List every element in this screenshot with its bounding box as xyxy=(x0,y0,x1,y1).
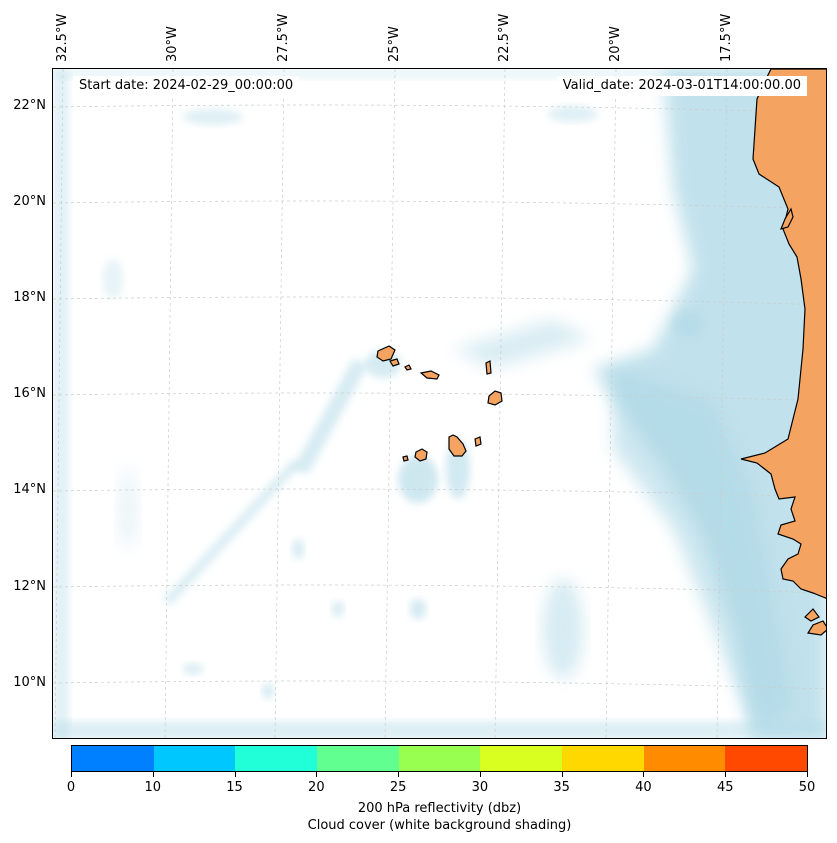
colorbar-segment xyxy=(72,746,154,771)
longitude-label: 17.5°W xyxy=(719,13,734,62)
colorbar-tick-label: 50 xyxy=(798,780,816,795)
graticule xyxy=(53,69,826,738)
colorbar-tick-label: 10 xyxy=(144,780,162,795)
latitude-label: 18°N xyxy=(13,290,46,305)
latitude-label: 16°N xyxy=(13,386,46,401)
colorbar-tick xyxy=(398,772,400,777)
colorbar-segment xyxy=(235,746,318,771)
colorbar-tick-label: 25 xyxy=(389,780,407,795)
longitude-label: 20°W xyxy=(608,26,623,62)
start-date-label: Start date: 2024-02-29_00:00:00 xyxy=(73,76,300,96)
latitude-label: 10°N xyxy=(13,675,46,690)
longitude-label: 22.5°W xyxy=(497,13,512,62)
colorbar-tick xyxy=(807,772,808,777)
colorbar-tick xyxy=(479,772,481,777)
latitude-label: 20°N xyxy=(13,194,46,209)
colorbar-tick xyxy=(152,772,154,777)
land-africa xyxy=(740,69,826,636)
colorbar-segment xyxy=(153,746,236,771)
latitude-label: 22°N xyxy=(13,98,46,113)
cloud-cover-shading xyxy=(53,69,826,738)
colorbar-segment xyxy=(725,746,808,771)
colorbar-tick-label: 30 xyxy=(471,780,489,795)
colorbar-segment xyxy=(398,746,481,771)
colorbar-segment xyxy=(643,746,726,771)
colorbar-tick xyxy=(643,772,645,777)
colorbar-tick xyxy=(561,772,563,777)
colorbar-label: 200 hPa reflectivity (dbz) xyxy=(357,801,522,816)
colorbar-segment xyxy=(562,746,644,771)
colorbar-tick-label: 20 xyxy=(308,780,325,795)
map-panel xyxy=(52,68,827,739)
colorbar-tick xyxy=(725,772,727,777)
colorbar-tick-label: 15 xyxy=(226,780,243,795)
latitude-label: 12°N xyxy=(13,579,46,594)
longitude-label: 32.5°W xyxy=(55,13,70,62)
colorbar-tick xyxy=(316,772,318,777)
longitude-label: 27.5°W xyxy=(276,13,291,62)
valid-date-label: Valid_date: 2024-03-01T14:00:00.00 xyxy=(556,76,807,96)
colorbar-tick-label: 0 xyxy=(66,780,76,795)
colorbar-segment xyxy=(480,746,563,771)
longitude-label: 25°W xyxy=(387,26,402,62)
colorbar-tick xyxy=(71,772,72,777)
colorbar xyxy=(71,745,808,772)
colorbar-tick-label: 45 xyxy=(716,780,734,795)
colorbar-tick-label: 35 xyxy=(553,780,570,795)
cloud-cover-note: Cloud cover (white background shading) xyxy=(307,818,572,833)
colorbar-tick xyxy=(234,772,236,777)
colorbar-tick-label: 40 xyxy=(635,780,652,795)
latitude-label: 14°N xyxy=(13,482,46,497)
cape-verde-islands xyxy=(376,345,503,462)
colorbar-segment xyxy=(317,746,399,771)
longitude-label: 30°W xyxy=(165,26,180,62)
map-canvas xyxy=(53,69,826,738)
